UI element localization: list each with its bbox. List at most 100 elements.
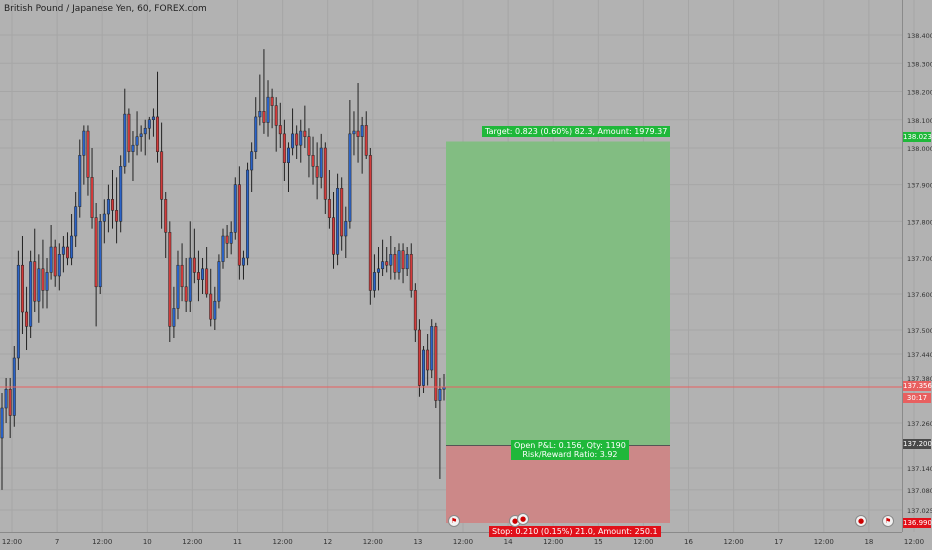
candle-body	[233, 184, 237, 233]
chart-title: British Pound / Japanese Yen, 60, FOREX.…	[4, 4, 207, 14]
stop-label[interactable]: Stop: 0.210 (0.15%) 21.0, Amount: 250.1	[489, 526, 661, 537]
pnl-line-2: Risk/Reward Ratio: 3.92	[522, 450, 618, 459]
candle-body	[401, 250, 405, 270]
candle-body	[33, 261, 37, 302]
candle-body	[393, 254, 397, 273]
candle-body	[188, 257, 192, 302]
candle-body	[372, 272, 376, 291]
candle-body	[201, 268, 205, 280]
price-tick-label: 137.080	[907, 487, 932, 495]
pnl-label[interactable]: Open P&L: 0.156, Qty: 1190 Risk/Reward R…	[511, 440, 629, 460]
candle-body	[430, 326, 434, 371]
candle-body	[311, 155, 315, 167]
price-tick-label: 138.200	[907, 89, 932, 97]
entry-price-tag: 137.200	[903, 439, 932, 449]
candle-body	[315, 166, 319, 178]
candle-body	[274, 105, 278, 126]
candle-body	[106, 199, 110, 215]
time-tick-label: 12:00	[2, 538, 22, 546]
candle-body	[16, 264, 20, 359]
candle-body	[53, 246, 57, 277]
economic-event-icon[interactable]: ●	[517, 513, 529, 525]
target-label[interactable]: Target: 0.823 (0.60%) 82.3, Amount: 1979…	[482, 126, 671, 137]
candle-body	[352, 130, 356, 135]
stop-price-tag: 136.990	[903, 518, 932, 528]
price-tick-label: 138.300	[907, 60, 932, 68]
candle-body	[74, 206, 78, 237]
price-tick-label: 138.100	[907, 117, 932, 125]
price-tick-label: 137.025	[907, 507, 932, 515]
candle-body	[229, 232, 233, 244]
time-tick-label: 16	[684, 538, 693, 546]
candle-body	[123, 113, 127, 167]
price-axis-ticks: 138.400 138.300 138.200 138.100 138.000 137.9…	[907, 32, 932, 515]
time-tick-label: 10	[143, 538, 152, 546]
candle-body	[131, 144, 135, 152]
time-tick-label: 18	[864, 538, 873, 546]
time-tick-label: 12:00	[633, 538, 653, 546]
price-tick-label: 137.900	[907, 182, 932, 190]
candle-body	[180, 264, 184, 288]
price-tick-label: 137.380	[907, 375, 932, 383]
economic-event-icon[interactable]: ⚑	[882, 515, 894, 527]
candle-body	[434, 326, 438, 401]
time-tick-label: 14	[504, 538, 513, 546]
candle-body	[303, 130, 307, 137]
price-tick-label: 137.600	[907, 291, 932, 299]
candle-body	[168, 232, 172, 327]
time-tick-label: 13	[413, 538, 422, 546]
target-price-tag: 138.023	[903, 132, 932, 142]
price-tick-label: 138.400	[907, 32, 932, 40]
candle-body	[86, 130, 90, 178]
candle-body	[151, 116, 155, 121]
candle-body	[119, 166, 123, 222]
candle-body	[98, 221, 102, 288]
candle-body	[295, 133, 299, 146]
candle-body	[438, 389, 442, 401]
current-price-tag: 137.356	[903, 381, 932, 391]
time-tick-label: 12:00	[92, 538, 112, 546]
pnl-line-1: Open P&L: 0.156, Qty: 1190	[514, 441, 626, 450]
candle-body	[20, 264, 24, 313]
candle-body	[270, 96, 274, 106]
candle-body	[348, 133, 352, 222]
time-tick-label: 12:00	[453, 538, 473, 546]
candle-body	[8, 389, 12, 416]
price-tick-label: 137.500	[907, 327, 932, 335]
candle-body	[246, 169, 250, 259]
position-zones	[446, 141, 670, 523]
candle-body	[147, 119, 151, 129]
time-tick-label: 7	[55, 538, 59, 546]
candle-body	[241, 257, 245, 266]
price-tick-label: 137.700	[907, 255, 932, 263]
candle-body	[344, 221, 348, 237]
candle-body	[221, 235, 225, 262]
time-tick-label: 12:00	[363, 538, 383, 546]
economic-event-icon[interactable]: ●	[855, 515, 867, 527]
candle-body	[426, 349, 430, 371]
candle-body	[172, 308, 176, 327]
candles	[0, 49, 446, 490]
candle-body	[29, 261, 33, 327]
candle-body	[66, 246, 69, 259]
time-tick-label: 15	[594, 538, 603, 546]
price-tick-label: 137.440	[907, 351, 932, 359]
time-axis-separator	[0, 532, 902, 533]
time-axis-ticks: 12:00 7 12:00 10 12:00 11 12:00 12 12:00 13 12:00 1…	[2, 538, 924, 546]
candle-body	[360, 125, 364, 137]
candle-body	[254, 116, 258, 152]
candle-body	[213, 300, 217, 320]
candle-body	[364, 125, 368, 156]
time-tick-label: 12:00	[182, 538, 202, 546]
economic-event-icon[interactable]: ⚑	[448, 515, 460, 527]
candle-body	[49, 246, 53, 273]
candle-body	[45, 272, 49, 291]
candle-body	[385, 261, 389, 266]
time-tick-label: 12:00	[543, 538, 563, 546]
time-tick-label: 12:00	[724, 538, 744, 546]
candle-body	[225, 235, 229, 244]
candle-body	[196, 272, 200, 280]
time-tick-label: 12:00	[904, 538, 924, 546]
